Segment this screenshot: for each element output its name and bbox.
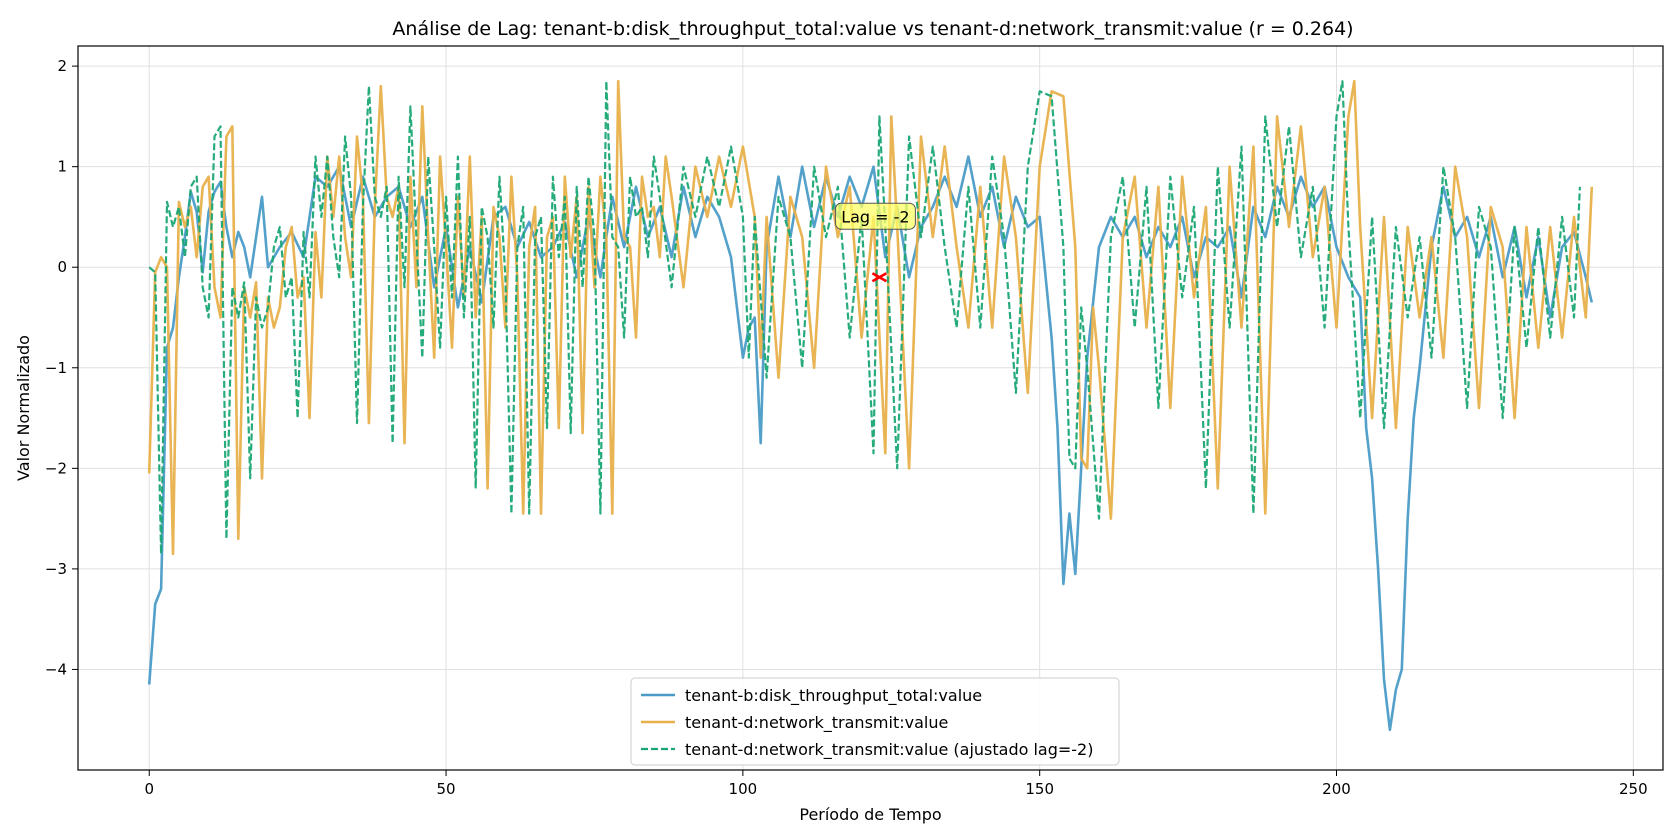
lag-label: Lag = -2 xyxy=(841,207,909,226)
legend-label-0: tenant-b:disk_throughput_total:value xyxy=(685,686,982,706)
y-tick-label: 1 xyxy=(57,158,67,176)
grid xyxy=(78,46,1663,770)
y-tick-label: −3 xyxy=(45,560,67,578)
y-tick-label: 2 xyxy=(57,57,67,75)
legend-label-1: tenant-d:network_transmit:value xyxy=(685,713,948,733)
chart-title: Análise de Lag: tenant-b:disk_throughput… xyxy=(392,18,1353,40)
legend-box xyxy=(630,677,1120,766)
legend: tenant-b:disk_throughput_total:valuetena… xyxy=(630,677,1120,766)
axis-ticks: 0 50 100 150 200 250 2 1 0 −1 −2 −3 −4 xyxy=(45,57,1648,798)
y-tick-label: −4 xyxy=(45,660,67,678)
x-tick-label: 0 xyxy=(144,780,154,798)
y-tick-label: −1 xyxy=(45,359,67,377)
series-line-1 xyxy=(147,79,1594,556)
x-axis-label: Período de Tempo xyxy=(799,805,941,824)
legend-label-2: tenant-d:network_transmit:value (ajustad… xyxy=(685,740,1093,760)
y-tick-label: 0 xyxy=(57,258,67,276)
y-tick-label: −2 xyxy=(45,459,67,477)
x-tick-label: 150 xyxy=(1025,780,1054,798)
series-line-2 xyxy=(148,80,1581,555)
lag-label-box xyxy=(834,202,916,230)
x-tick-label: 100 xyxy=(729,780,758,798)
x-tick-label: 200 xyxy=(1322,780,1351,798)
series-line-0 xyxy=(147,155,1594,732)
y-axis-label: Valor Normalizado xyxy=(14,335,33,481)
lag-annotation: Lag = -2 xyxy=(834,202,916,283)
plot-frame xyxy=(77,45,1664,771)
x-tick-label: 50 xyxy=(437,780,456,798)
x-tick-label: 250 xyxy=(1619,780,1648,798)
lag-marker xyxy=(871,272,888,283)
series-layer xyxy=(147,79,1594,732)
